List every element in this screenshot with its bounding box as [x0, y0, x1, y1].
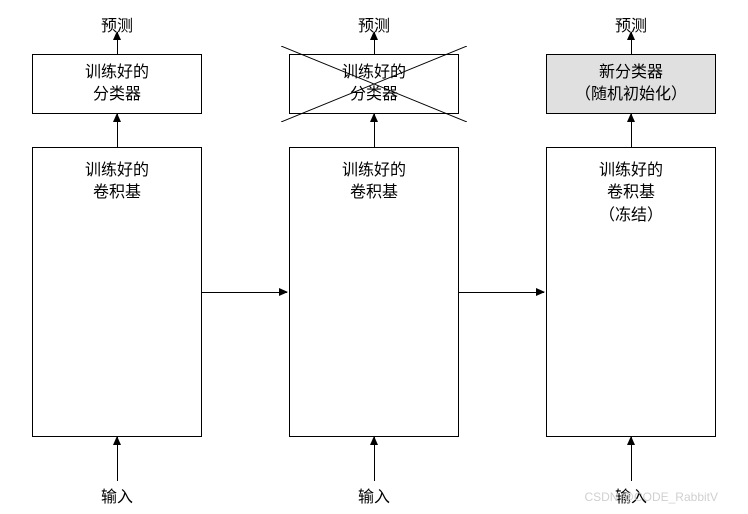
conv-line2: 卷积基: [93, 182, 141, 204]
arrow-up: [374, 437, 375, 481]
conv-line3: （冻结）: [599, 205, 663, 227]
arrow-up: [631, 32, 632, 54]
classifier-box: 训练好的分类器: [289, 54, 459, 114]
arrow-up: [374, 32, 375, 54]
conv-base-box: 训练好的卷积基（冻结）: [546, 147, 716, 437]
classifier-line2: 分类器: [350, 84, 398, 106]
arrow-up: [117, 437, 118, 481]
arrow-up: [631, 437, 632, 481]
conv-line1: 训练好的: [85, 160, 149, 182]
classifier-line1: 新分类器: [599, 62, 663, 84]
arrow-right: [202, 292, 287, 293]
watermark: CSDN @CODE_RabbitV: [584, 490, 718, 504]
conv-line1: 训练好的: [342, 160, 406, 182]
conv-line1: 训练好的: [599, 160, 663, 182]
classifier-box: 新分类器（随机初始化）: [546, 54, 716, 114]
arrow-up: [117, 32, 118, 54]
arrow-up: [374, 114, 375, 147]
arrow-up: [631, 114, 632, 147]
conv-base-box: 训练好的卷积基: [289, 147, 459, 437]
classifier-line2: 分类器: [93, 84, 141, 106]
classifier-line2: （随机初始化）: [575, 84, 687, 106]
classifier-line1: 训练好的: [85, 62, 149, 84]
classifier-box: 训练好的分类器: [32, 54, 202, 114]
input-label: 输入: [101, 483, 133, 507]
classifier-line1: 训练好的: [342, 62, 406, 84]
arrow-right: [459, 292, 544, 293]
input-label: 输入: [358, 483, 390, 507]
conv-base-box: 训练好的卷积基: [32, 147, 202, 437]
arrow-up: [117, 114, 118, 147]
conv-line2: 卷积基: [350, 182, 398, 204]
conv-line2: 卷积基: [607, 182, 655, 204]
